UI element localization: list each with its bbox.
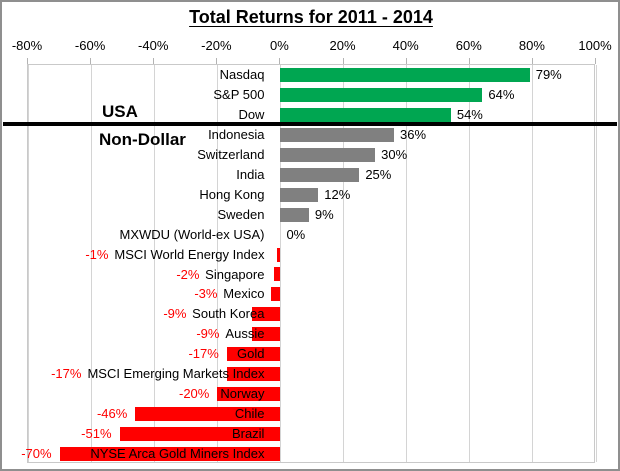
category-label: Norway (220, 386, 265, 402)
bar-india (280, 167, 360, 182)
bar-chile (135, 407, 281, 422)
value-label: -51% (81, 426, 112, 442)
gridline (595, 65, 597, 462)
category-label: Brazil (231, 426, 265, 442)
category-label: MXWDU (World-ex USA) (119, 226, 265, 242)
x-axis-tick-mark (279, 58, 281, 64)
gridline (279, 65, 281, 462)
category-label: Singapore (205, 266, 265, 282)
gridline (216, 65, 218, 462)
group-label-non-dollar: Non-Dollar (99, 130, 186, 149)
plot-area: Nasdaq 79% S&P 500 64% Dow 54% Indonesia 36% Swi… (21, 64, 597, 463)
bar-gold (226, 347, 281, 362)
x-axis-tick-label: -40% (138, 38, 169, 53)
chart-title: Total Returns for 2011 - 2014 (189, 7, 433, 27)
x-axis-tick-label: -80% (11, 38, 43, 53)
value-label: 9% (314, 206, 334, 222)
category-label: Hong Kong (199, 186, 265, 202)
value-label: 0% (286, 226, 306, 242)
x-axis-tick-label: 80% (518, 38, 545, 53)
category-label: NYSE Arca Gold Miners Index (90, 446, 265, 462)
category-label: Aussie (225, 326, 265, 342)
x-axis-tick-mark (405, 58, 407, 64)
value-label: 36% (400, 126, 427, 142)
value-label: -1% (85, 246, 109, 262)
value-label: 79% (535, 67, 562, 82)
bar-nyse-arca-gold-miners-index (59, 447, 281, 462)
bar-aussie (252, 327, 281, 342)
bar-nasdaq (280, 67, 530, 82)
value-label: -20% (178, 386, 210, 402)
bar-msci-world-energy-index (277, 247, 281, 262)
category-label: MSCI World Energy Index (114, 246, 265, 262)
category-label: Sweden (217, 206, 265, 222)
x-axis-tick-label: 100% (578, 38, 612, 53)
value-label: -46% (96, 406, 128, 422)
x-axis-tick-mark (153, 58, 155, 64)
category-label: Indonesia (208, 126, 265, 142)
group-label-usa: USA (102, 102, 138, 121)
value-label: -9% (163, 306, 187, 322)
bar-s-p-500 (280, 87, 483, 102)
x-axis-tick-label: -60% (74, 38, 106, 53)
value-label: 12% (324, 186, 351, 202)
bar-brazil (119, 427, 281, 442)
value-label: -9% (196, 326, 220, 342)
x-axis-tick-mark (595, 58, 596, 64)
bar-msci-emerging-markets-index (226, 367, 281, 382)
category-label: Dow (238, 106, 265, 122)
gridline (90, 65, 92, 462)
bar-switzerland (280, 147, 376, 162)
value-label: -3% (194, 286, 218, 302)
bar-dow (280, 107, 451, 122)
x-axis-tick-label: 0% (270, 38, 289, 53)
value-label: 64% (488, 86, 515, 102)
x-axis-tick-label: 20% (329, 38, 356, 53)
bar-norway (217, 387, 281, 402)
gridline (469, 65, 471, 462)
value-label: 30% (381, 146, 408, 162)
value-label: -2% (176, 266, 200, 282)
gridline (27, 65, 29, 462)
value-label: 25% (365, 166, 392, 182)
category-label: Nasdaq (219, 67, 265, 82)
bar-mexico (270, 287, 281, 302)
category-label: Switzerland (197, 146, 265, 162)
bar-singapore (274, 267, 281, 282)
value-label: -70% (21, 446, 52, 462)
gridline (532, 65, 534, 462)
x-axis-tick-label: -20% (201, 38, 232, 53)
gridline (343, 65, 345, 462)
category-label: South Korea (192, 306, 265, 322)
gridline (153, 65, 155, 462)
x-axis-tick-mark (216, 58, 218, 64)
x-axis-tick-label: 60% (455, 38, 482, 53)
value-label: -17% (51, 366, 82, 382)
category-label: S&P 500 (213, 86, 265, 102)
x-axis-tick-mark (90, 58, 92, 64)
category-label: Gold (236, 346, 265, 362)
category-label: Chile (234, 406, 265, 422)
x-axis-tick-mark (27, 58, 28, 64)
usa-nondollar-separator-line (3, 122, 617, 126)
bar-south-korea (252, 307, 281, 322)
x-axis-tick-mark (342, 58, 344, 64)
bar-sweden (280, 207, 309, 222)
bar-hong-kong (280, 187, 319, 202)
category-label: Mexico (223, 286, 265, 302)
x-axis-tick-mark (531, 58, 533, 64)
category-label: MSCI Emerging Markets Index (87, 366, 265, 382)
x-axis-tick-mark (468, 58, 470, 64)
value-label: 54% (456, 106, 483, 122)
x-axis-tick-label: 40% (392, 38, 419, 53)
bar-indonesia (280, 127, 395, 142)
gridline (406, 65, 408, 462)
value-label: -17% (188, 346, 219, 362)
category-label: India (236, 166, 265, 182)
